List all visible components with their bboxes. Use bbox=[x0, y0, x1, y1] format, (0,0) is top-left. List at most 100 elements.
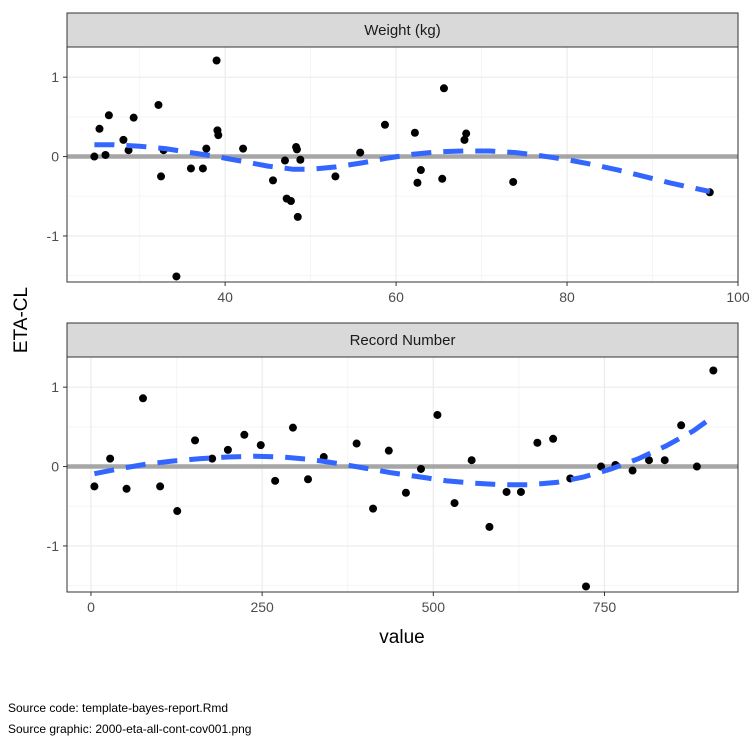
y-tick-label: 0 bbox=[51, 149, 59, 165]
data-point bbox=[369, 504, 378, 513]
data-point bbox=[380, 120, 389, 129]
data-point bbox=[271, 476, 280, 485]
caption-source-graphic: Source graphic: 2000-eta-all-cont-cov001… bbox=[8, 722, 252, 736]
data-point bbox=[438, 174, 447, 183]
data-point bbox=[293, 212, 302, 221]
facet-strip bbox=[66, 322, 739, 358]
data-point bbox=[101, 150, 110, 159]
data-point bbox=[288, 423, 297, 432]
y-tick-label: 0 bbox=[51, 459, 59, 475]
data-point bbox=[286, 197, 295, 206]
x-tick-label: 250 bbox=[250, 599, 274, 615]
data-point bbox=[352, 439, 361, 448]
data-point bbox=[106, 454, 115, 463]
data-point bbox=[460, 135, 469, 144]
data-point bbox=[191, 436, 200, 445]
data-point bbox=[410, 128, 419, 137]
data-point bbox=[644, 456, 653, 465]
x-tick-label: 500 bbox=[422, 599, 446, 615]
data-point bbox=[401, 488, 410, 497]
data-point bbox=[628, 466, 637, 475]
x-tick-label: 100 bbox=[726, 289, 750, 305]
data-point bbox=[223, 445, 232, 454]
data-point bbox=[304, 475, 313, 484]
data-point bbox=[331, 172, 340, 181]
data-point bbox=[122, 484, 131, 493]
data-point bbox=[692, 462, 701, 471]
y-tick-label: -1 bbox=[47, 538, 60, 554]
y-tick-label: -1 bbox=[47, 228, 60, 244]
data-point bbox=[280, 156, 289, 165]
x-tick-label: 750 bbox=[593, 599, 617, 615]
x-tick-label: 0 bbox=[87, 599, 95, 615]
data-point bbox=[214, 131, 223, 140]
data-point bbox=[256, 441, 265, 450]
data-point bbox=[660, 456, 669, 465]
plot-background bbox=[67, 357, 738, 592]
data-point bbox=[157, 172, 166, 181]
y-tick-label: 1 bbox=[51, 69, 59, 85]
data-point bbox=[154, 100, 163, 109]
data-point bbox=[124, 146, 133, 155]
data-point bbox=[433, 410, 442, 419]
data-point bbox=[467, 456, 476, 465]
data-point bbox=[413, 178, 422, 187]
data-point bbox=[95, 124, 104, 133]
data-point bbox=[509, 177, 518, 186]
data-point bbox=[677, 421, 686, 430]
data-point bbox=[709, 366, 718, 375]
data-point bbox=[356, 148, 365, 157]
facet-panels: Weight (kg) -1 0 1 40 60 80 100 Record Number -1 0… bbox=[47, 12, 750, 615]
panel-border bbox=[66, 46, 739, 283]
facet-strip bbox=[66, 12, 739, 48]
data-point bbox=[549, 434, 558, 443]
data-point bbox=[450, 499, 459, 508]
data-point bbox=[416, 166, 425, 175]
x-tick-label: 60 bbox=[388, 289, 404, 305]
data-point bbox=[202, 144, 211, 153]
y-tick-label: 1 bbox=[51, 379, 59, 395]
x-tick-label: 40 bbox=[217, 289, 233, 305]
data-point bbox=[212, 56, 221, 65]
data-point bbox=[104, 111, 113, 120]
data-point bbox=[90, 152, 99, 161]
data-point bbox=[172, 272, 181, 281]
data-point bbox=[533, 438, 542, 447]
x-axis-title: value bbox=[379, 627, 424, 648]
data-point bbox=[439, 84, 448, 93]
facet-panel-1: Record Number -1 0 1 0 250 500 750 bbox=[47, 322, 739, 615]
data-point bbox=[198, 164, 207, 173]
data-point bbox=[239, 144, 248, 153]
data-point bbox=[296, 155, 305, 164]
data-point bbox=[119, 135, 128, 144]
data-point bbox=[129, 113, 138, 122]
facet-strip-label: Weight (kg) bbox=[364, 22, 440, 39]
data-point bbox=[416, 464, 425, 473]
data-point bbox=[208, 454, 217, 463]
data-point bbox=[516, 487, 525, 496]
data-point bbox=[269, 176, 278, 185]
y-axis-title: ETA-CL bbox=[11, 287, 32, 353]
data-point bbox=[502, 487, 511, 496]
data-point bbox=[173, 507, 182, 516]
data-point bbox=[156, 482, 165, 491]
panel-border bbox=[66, 356, 739, 593]
facet-strip-label: Record Number bbox=[350, 332, 456, 349]
smooth-trend-line bbox=[94, 142, 711, 194]
data-point bbox=[485, 522, 494, 531]
plot-background bbox=[67, 47, 738, 282]
smooth-trend-line bbox=[93, 414, 715, 488]
data-point bbox=[90, 482, 99, 491]
data-point bbox=[139, 394, 148, 403]
facet-panel-0: Weight (kg) -1 0 1 40 60 80 100 bbox=[47, 12, 750, 305]
data-point bbox=[462, 129, 471, 138]
x-tick-label: 80 bbox=[559, 289, 575, 305]
data-point bbox=[292, 145, 301, 154]
data-point bbox=[597, 462, 606, 471]
caption-source-code: Source code: template-bayes-report.Rmd bbox=[8, 701, 229, 715]
data-point bbox=[384, 446, 393, 455]
data-point bbox=[581, 582, 590, 591]
data-point bbox=[240, 430, 249, 439]
data-point bbox=[186, 164, 195, 173]
